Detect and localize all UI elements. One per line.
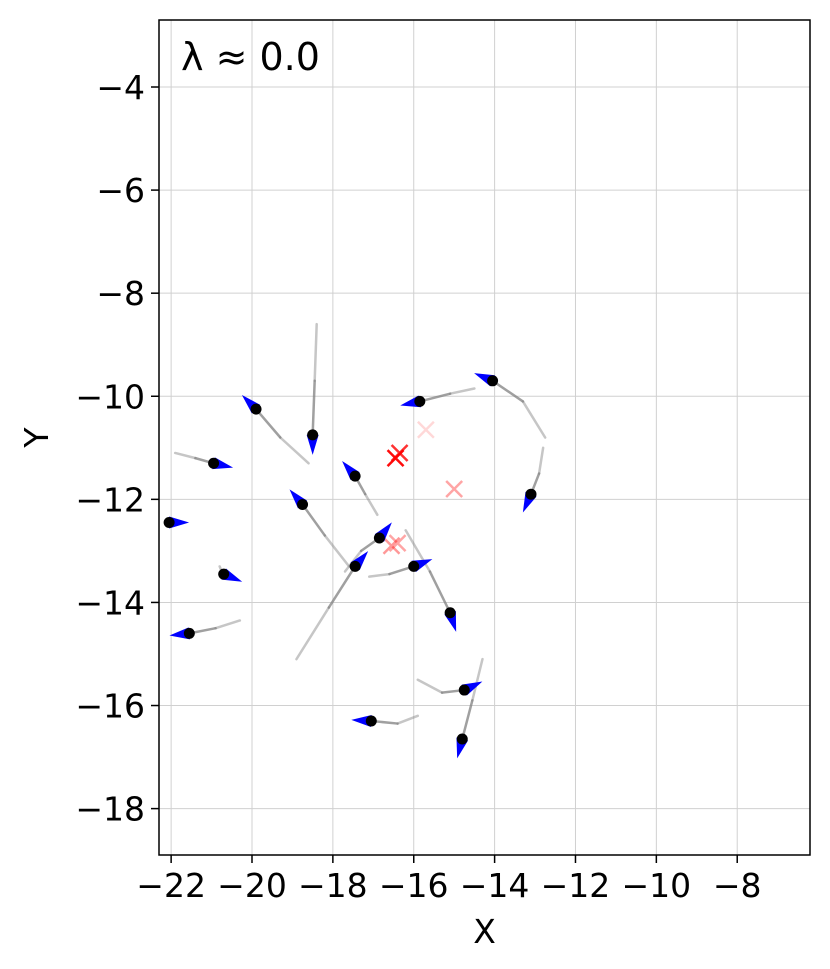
y-axis-label: Y [17, 427, 56, 449]
agent-trail-segment [521, 400, 547, 439]
agent-trail-segment [368, 572, 391, 578]
x-tick-label: −14 [460, 866, 530, 905]
agent-trails [173, 322, 547, 741]
agent-trail-segment [301, 503, 327, 537]
y-tick-label: −18 [75, 790, 145, 829]
target-x-stroke [445, 480, 464, 498]
x-tick-label: −20 [217, 866, 287, 905]
y-tick-label: −12 [75, 480, 145, 519]
y-tick-label: −10 [75, 377, 145, 416]
agent-markers [163, 373, 537, 759]
y-axis-ticks: −4 −6 −8 −10 −12 −14 −16 −18 [75, 68, 159, 829]
target-markers [382, 420, 464, 555]
target-x-stroke [388, 534, 407, 553]
agent-trail-segment [279, 436, 310, 465]
y-tick-label: −8 [96, 274, 145, 313]
agent-point [349, 470, 361, 482]
agent-point [208, 457, 220, 469]
agent-point [414, 395, 426, 407]
target-x-marker [445, 480, 464, 498]
agent-point [163, 517, 175, 529]
agent-trail-segment [461, 699, 474, 741]
target-x-stroke [445, 480, 464, 498]
target-x-marker [390, 444, 409, 462]
y-tick-label: −4 [96, 68, 145, 107]
agent-trail-segment [323, 534, 351, 568]
agent-trail-segment [295, 606, 331, 661]
agent-trail-segment [396, 714, 420, 725]
agent-trail-segment [254, 407, 282, 439]
y-tick-label: −14 [75, 583, 145, 622]
agent-point [250, 403, 262, 415]
agent-trail-segment [537, 446, 545, 475]
agent-trail-segment [428, 570, 452, 614]
x-tick-label: −8 [713, 866, 762, 905]
agent-trail-segment [448, 387, 476, 395]
agent-trail-segment [491, 379, 525, 403]
agent-point [218, 568, 230, 580]
agent-trail-segment [173, 451, 197, 460]
agent-point [297, 499, 309, 511]
target-x-stroke [416, 420, 435, 439]
agent-trail-segment [327, 565, 357, 609]
agent-point [444, 607, 456, 619]
target-x-stroke [390, 444, 409, 462]
agent-point [408, 560, 420, 572]
plot-frame [158, 19, 811, 856]
x-tick-label: −16 [379, 866, 449, 905]
agent-heading-arrow [169, 516, 190, 529]
target-x-marker [388, 534, 407, 553]
x-tick-label: −12 [541, 866, 611, 905]
x-tick-label: −22 [136, 866, 206, 905]
agent-trail-segment [311, 379, 316, 437]
x-axis-label: X [473, 912, 496, 951]
y-tick-label: −6 [96, 171, 145, 210]
x-tick-label: −10 [622, 866, 692, 905]
agent-trail-segment [313, 322, 318, 383]
agent-point [458, 684, 470, 696]
agent-trail-segment [214, 619, 242, 630]
agent-trail-segment [363, 492, 379, 517]
target-x-stroke [388, 534, 407, 553]
agent-point [183, 627, 195, 639]
y-tick-label: −16 [75, 687, 145, 726]
agent-point [373, 532, 385, 544]
agent-trail-segment [404, 529, 432, 573]
x-axis-ticks: −22 −20 −18 −16 −14 −12 −10 −8 [136, 855, 762, 905]
target-x-stroke [382, 536, 401, 555]
agent-point [307, 429, 319, 441]
agent-heading-arrow [351, 714, 372, 727]
agent-point [349, 560, 361, 572]
target-x-stroke [382, 536, 401, 555]
target-x-stroke [416, 420, 435, 439]
agent-point [525, 488, 537, 500]
grid [159, 20, 810, 855]
agent-point [456, 733, 468, 745]
agent-point [365, 715, 377, 727]
agent-point [487, 375, 499, 387]
agent-trail-segment [416, 678, 444, 694]
x-tick-label: −18 [298, 866, 368, 905]
lambda-annotation: λ ≈ 0.0 [181, 35, 320, 79]
agent-heading-arrow [306, 434, 319, 455]
agent-trail-segment [471, 657, 484, 702]
target-x-marker [382, 536, 401, 555]
target-x-marker [416, 420, 435, 439]
